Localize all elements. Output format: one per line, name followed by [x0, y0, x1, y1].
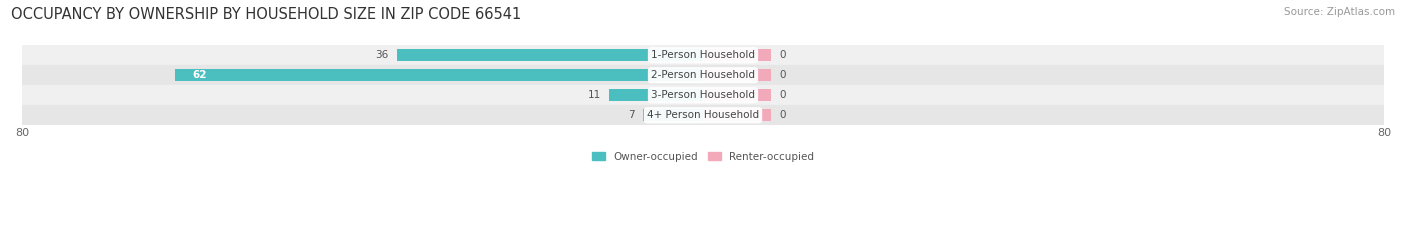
Bar [22, 45, 1384, 65]
Bar [22, 85, 1384, 105]
Bar [703, 69, 770, 82]
Bar [703, 89, 770, 101]
Text: 7: 7 [628, 110, 636, 120]
Text: 0: 0 [779, 50, 786, 60]
Text: 0: 0 [779, 90, 786, 100]
Legend: Owner-occupied, Renter-occupied: Owner-occupied, Renter-occupied [592, 152, 814, 162]
Text: Source: ZipAtlas.com: Source: ZipAtlas.com [1284, 7, 1395, 17]
Bar [22, 65, 1384, 85]
Bar [703, 49, 770, 62]
Bar [396, 49, 703, 62]
Text: 36: 36 [375, 50, 388, 60]
Text: 11: 11 [588, 90, 600, 100]
Text: 0: 0 [779, 110, 786, 120]
Text: 1-Person Household: 1-Person Household [651, 50, 755, 60]
Bar [644, 109, 703, 121]
Text: 2-Person Household: 2-Person Household [651, 70, 755, 80]
Text: 4+ Person Household: 4+ Person Household [647, 110, 759, 120]
Bar [22, 105, 1384, 125]
Text: 0: 0 [779, 70, 786, 80]
Bar [703, 109, 770, 121]
Bar [609, 89, 703, 101]
Text: OCCUPANCY BY OWNERSHIP BY HOUSEHOLD SIZE IN ZIP CODE 66541: OCCUPANCY BY OWNERSHIP BY HOUSEHOLD SIZE… [11, 7, 522, 22]
Bar [176, 69, 703, 82]
Text: 62: 62 [193, 70, 207, 80]
Text: 3-Person Household: 3-Person Household [651, 90, 755, 100]
